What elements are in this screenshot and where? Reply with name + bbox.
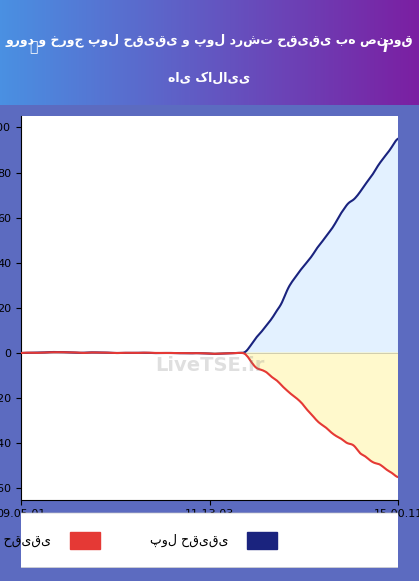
پول درشت حقیقی xyxy=(244,352,249,359)
پول درشت حقیقی xyxy=(362,452,367,459)
پول حقیقی xyxy=(338,211,343,218)
پول درشت حقیقی xyxy=(338,435,343,442)
پول درشت حقیقی xyxy=(251,361,256,368)
X-axis label: زمان: زمان xyxy=(375,522,398,533)
FancyBboxPatch shape xyxy=(13,513,406,568)
پول حقیقی xyxy=(251,339,256,346)
پول حقیقی xyxy=(243,348,248,355)
Text: ورود و خروج پول حقیقی و پول درشت حقیقی به صندوق: ورود و خروج پول حقیقی و پول درشت حقیقی ب… xyxy=(6,33,413,46)
Bar xyxy=(70,532,100,549)
Line: پول درشت حقیقی: پول درشت حقیقی xyxy=(21,352,398,477)
پول حقیقی xyxy=(244,347,249,354)
Text: LiveTSE.ir: LiveTSE.ir xyxy=(155,356,264,375)
پول حقیقی xyxy=(20,349,25,356)
پول حقیقی xyxy=(362,182,367,189)
پول درشت حقیقی xyxy=(59,349,64,356)
پول درشت حقیقی xyxy=(18,350,23,357)
پول حقیقی xyxy=(18,350,23,357)
پول حقیقی xyxy=(396,135,401,142)
Text: i: i xyxy=(383,40,388,55)
Text: 🔗: 🔗 xyxy=(29,40,38,54)
Bar xyxy=(247,532,277,549)
Text: پول درشت حقیقی: پول درشت حقیقی xyxy=(0,534,51,547)
پول درشت حقیقی xyxy=(20,350,25,357)
Text: های کالایی: های کالایی xyxy=(168,72,251,85)
پول درشت حقیقی xyxy=(243,351,248,358)
پول حقیقی xyxy=(212,350,217,357)
Text: پول حقیقی: پول حقیقی xyxy=(150,534,228,547)
پول درشت حقیقی xyxy=(396,474,401,480)
Line: پول حقیقی: پول حقیقی xyxy=(21,139,398,354)
